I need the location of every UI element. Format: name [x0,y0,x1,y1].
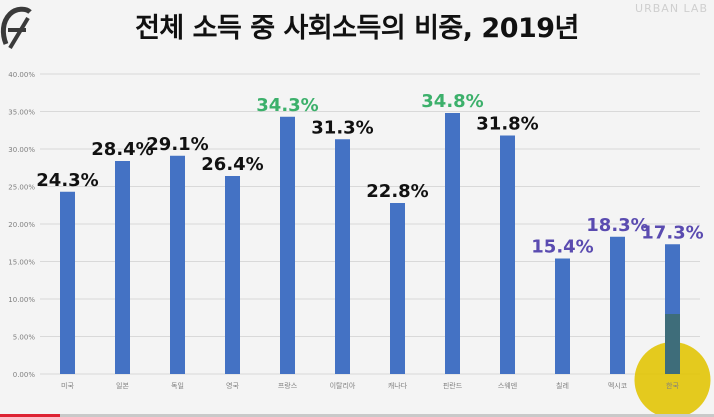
bar [225,176,240,374]
x-tick-label: 멕시코 [608,381,628,390]
y-tick-label: 15.00% [8,259,35,267]
bar [170,155,185,374]
bar [500,135,515,374]
y-tick-label: 20.00% [8,221,35,229]
highlight-circle [634,342,711,417]
x-tick-label: 핀란드 [443,381,463,390]
data-label: 17.3% [641,222,703,243]
bar [280,116,295,374]
data-label: 31.3% [311,117,373,138]
video-progress-track [0,414,714,417]
y-tick-label: 35.00% [8,109,35,117]
data-label: 18.3% [586,215,648,236]
bar [445,113,460,374]
y-tick-label: 30.00% [8,146,35,154]
x-tick-label: 칠레 [556,381,569,390]
data-label: 34.8% [421,91,483,112]
data-label: 29.1% [146,134,208,155]
x-tick-label: 한국 [666,382,679,390]
x-tick-label: 미국 [61,381,74,390]
x-tick-label: 프랑스 [278,382,298,390]
x-tick-label: 스웨덴 [498,381,517,390]
data-label: 22.8% [366,181,428,202]
x-tick-label: 독일 [171,381,184,390]
x-tick-label: 캐나다 [388,381,408,390]
y-tick-label: 0.00% [13,371,36,379]
data-label: 28.4% [91,139,153,160]
data-label: 24.3% [36,170,98,191]
y-tick-label: 25.00% [8,184,35,192]
y-tick-label: 40.00% [8,71,35,79]
bar [555,258,570,374]
data-label: 26.4% [201,154,263,175]
bar [390,203,405,374]
chart-title: 전체 소득 중 사회소득의 비중, 2019년 [135,13,579,44]
y-tick-label: 5.00% [13,334,36,342]
data-label: 31.8% [476,114,538,135]
x-tick-label: 영국 [226,381,239,390]
x-tick-label: 이탈리아 [330,381,356,390]
video-progress-fill [0,414,60,417]
bar [115,161,130,374]
data-label: 34.3% [256,95,318,116]
bar [335,139,350,374]
channel-logo-icon [0,6,32,50]
watermark-text: URBAN LAB [635,2,708,15]
bar [60,191,75,374]
data-label: 15.4% [531,237,593,258]
bar-highlight-overlay [665,314,680,374]
y-tick-label: 10.00% [8,296,35,304]
bar [610,236,625,374]
x-tick-label: 일본 [116,381,129,390]
